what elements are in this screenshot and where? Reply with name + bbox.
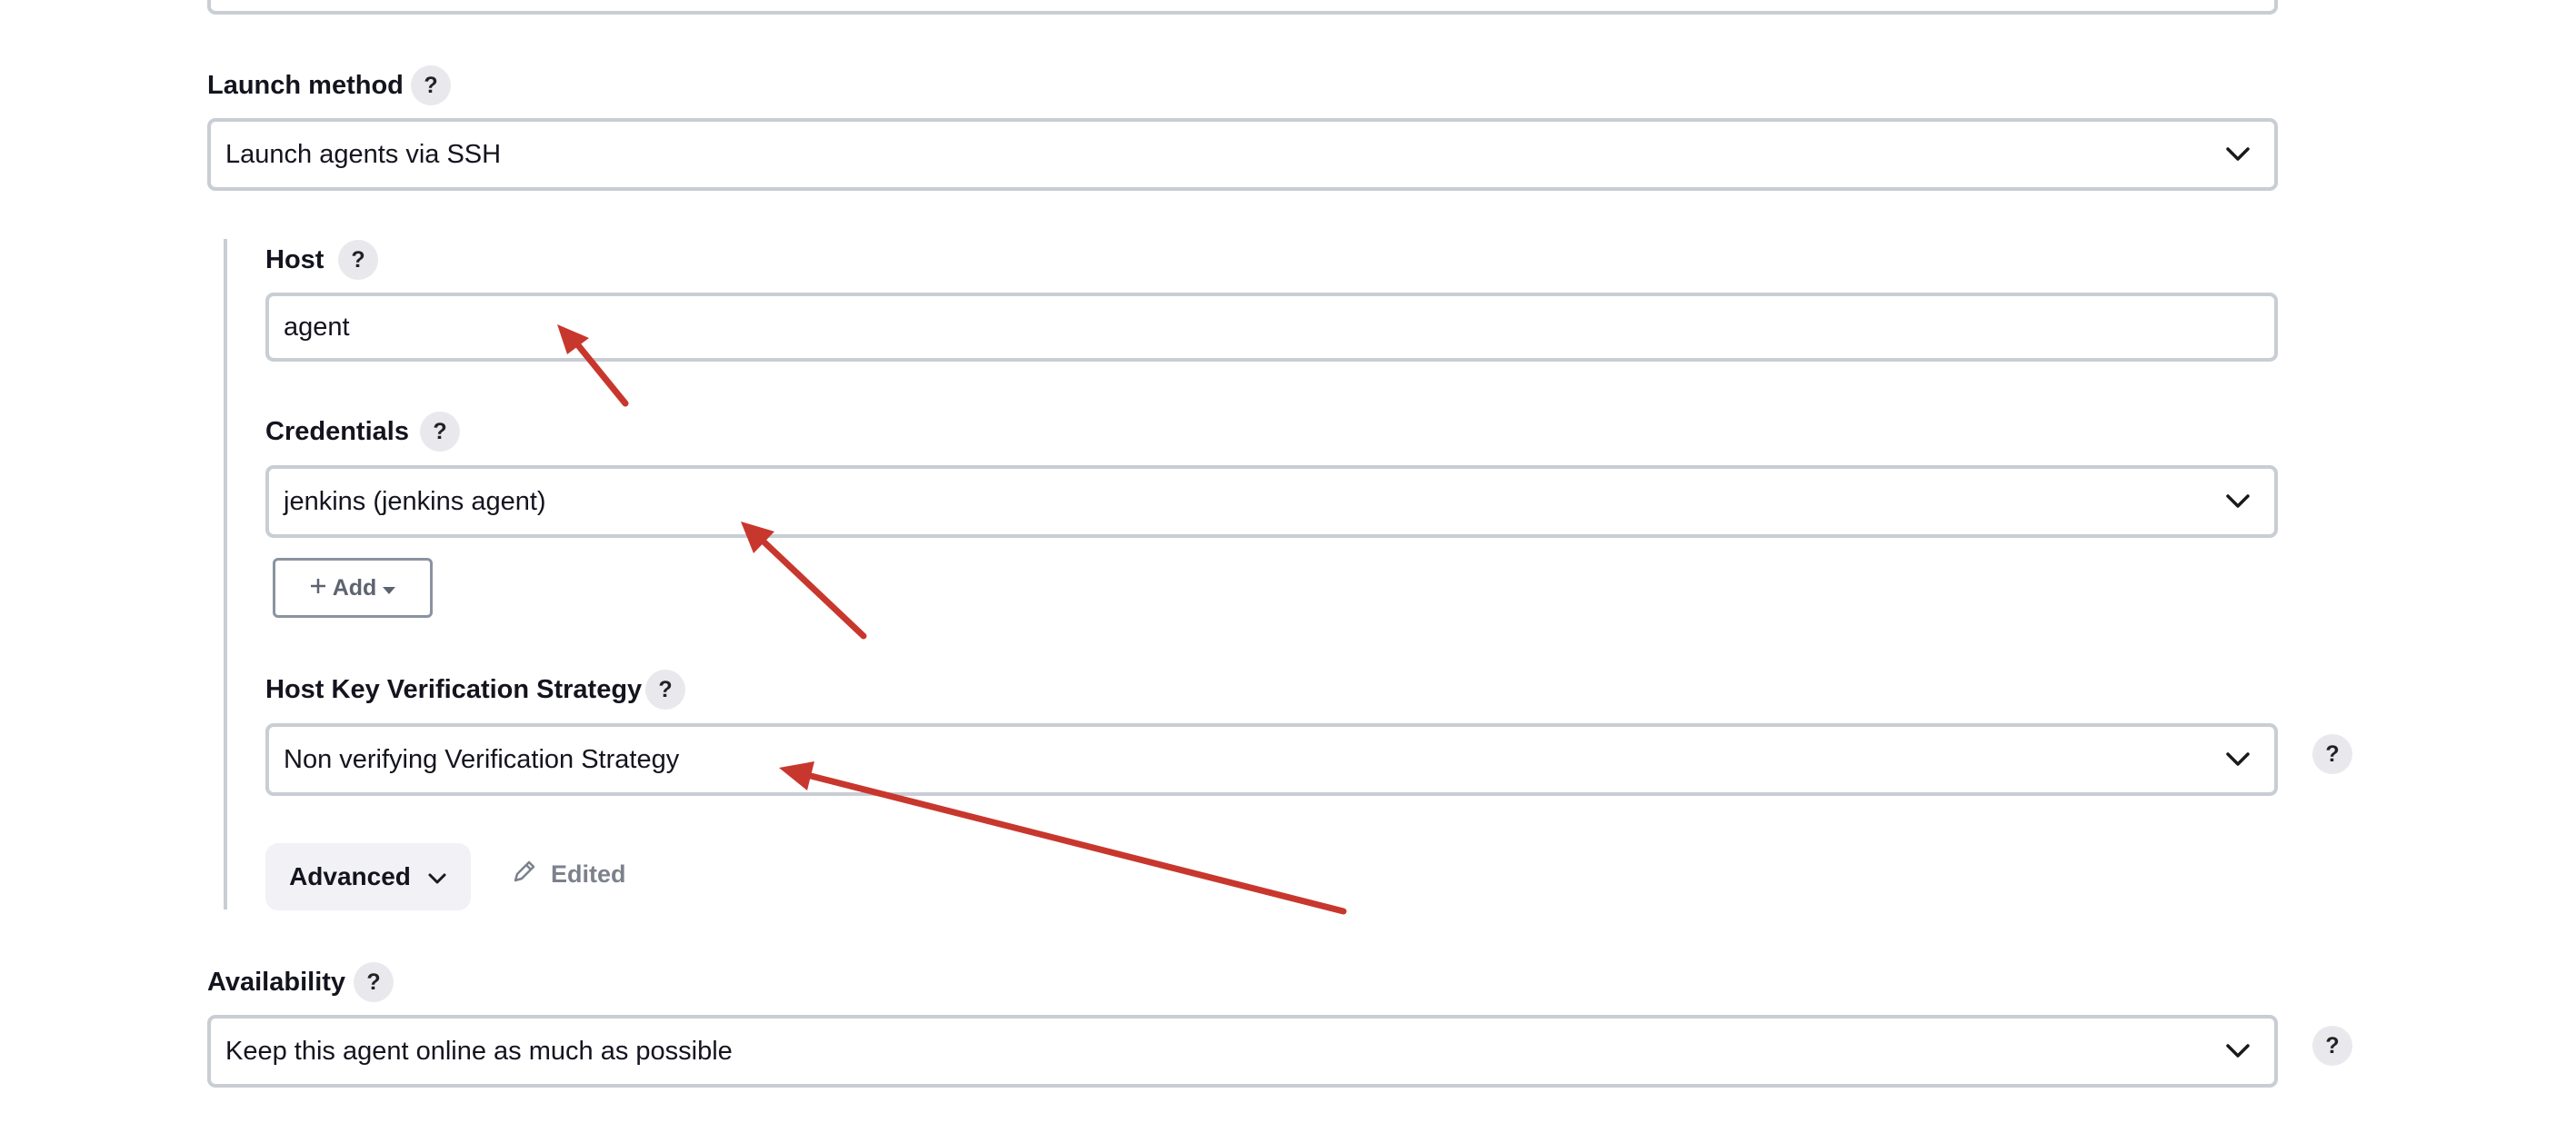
chevron-down-icon <box>2220 1033 2256 1069</box>
chevron-down-icon <box>2220 741 2256 778</box>
availability-side-help-icon[interactable]: ? <box>2312 1026 2352 1066</box>
launch-method-value: Launch agents via SSH <box>225 139 502 169</box>
advanced-button-label: Advanced <box>289 862 411 890</box>
launch-method-select[interactable]: Launch agents via SSH <box>207 118 2278 191</box>
annotation-arrow-credentials <box>741 522 867 640</box>
previous-field[interactable] <box>207 0 2278 15</box>
launch-method-label: Launch method <box>207 71 404 100</box>
host-label: Host <box>265 245 324 274</box>
availability-help-icon[interactable]: ? <box>354 962 394 1002</box>
credentials-help-icon[interactable]: ? <box>420 412 460 452</box>
edited-indicator: Edited <box>511 858 626 891</box>
host-key-side-help-icon[interactable]: ? <box>2312 734 2352 774</box>
host-input[interactable]: agent <box>265 293 2278 362</box>
host-key-value: Non verifying Verification Strategy <box>284 744 680 774</box>
credentials-label: Credentials <box>265 417 409 446</box>
add-button-label: Add <box>332 574 377 601</box>
chevron-down-icon <box>2220 483 2256 520</box>
nested-section-indicator <box>224 239 227 909</box>
credentials-select[interactable]: jenkins (jenkins agent) <box>265 465 2278 538</box>
availability-label: Availability <box>207 968 346 997</box>
availability-select[interactable]: Keep this agent online as much as possib… <box>207 1015 2278 1088</box>
chevron-down-icon <box>427 862 447 891</box>
advanced-button[interactable]: Advanced <box>265 843 471 910</box>
plus-icon <box>309 575 327 601</box>
host-key-strategy-select[interactable]: Non verifying Verification Strategy <box>265 723 2278 796</box>
launch-method-help-icon[interactable]: ? <box>411 65 451 105</box>
host-help-icon[interactable]: ? <box>338 240 378 280</box>
host-value: agent <box>284 312 350 342</box>
credentials-value: jenkins (jenkins agent) <box>284 486 546 516</box>
host-key-help-icon[interactable]: ? <box>645 670 685 710</box>
host-key-label: Host Key Verification Strategy <box>265 675 643 704</box>
chevron-down-icon <box>2220 136 2256 173</box>
caret-down-icon <box>382 575 396 601</box>
edited-label: Edited <box>551 860 626 888</box>
add-credentials-button[interactable]: Add <box>273 558 433 618</box>
availability-value: Keep this agent online as much as possib… <box>225 1036 733 1066</box>
pencil-icon <box>511 858 538 891</box>
